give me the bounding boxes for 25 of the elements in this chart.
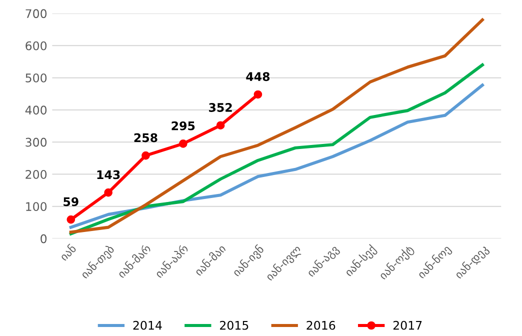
point — [142, 151, 150, 160]
y-tick-label: 0 — [40, 234, 47, 244]
data-label: 295 — [172, 121, 195, 130]
point — [66, 215, 76, 224]
legend-label: 2016 — [306, 320, 336, 330]
y-tick-label: 100 — [26, 202, 47, 212]
data-label: 143 — [97, 170, 120, 180]
y-tick-label: 200 — [26, 170, 47, 179]
y-tick-label: 600 — [26, 41, 47, 50]
data-label: 258 — [134, 133, 158, 142]
point — [178, 140, 188, 148]
data-label: 59 — [64, 197, 78, 206]
legend-label: 2014 — [133, 320, 162, 330]
point — [216, 121, 225, 130]
point — [104, 188, 112, 197]
data-label: 352 — [209, 103, 232, 112]
y-tick-label: 700 — [26, 9, 47, 18]
x-tick-label: იან — [58, 243, 77, 262]
data-label: 448 — [246, 72, 270, 82]
y-tick-label: 300 — [26, 138, 47, 147]
legend-label: 2015 — [220, 320, 248, 330]
y-tick-label: 400 — [25, 106, 47, 115]
point — [254, 90, 262, 99]
legend-label: 2017 — [393, 320, 422, 330]
y-tick-label: 500 — [26, 73, 47, 82]
